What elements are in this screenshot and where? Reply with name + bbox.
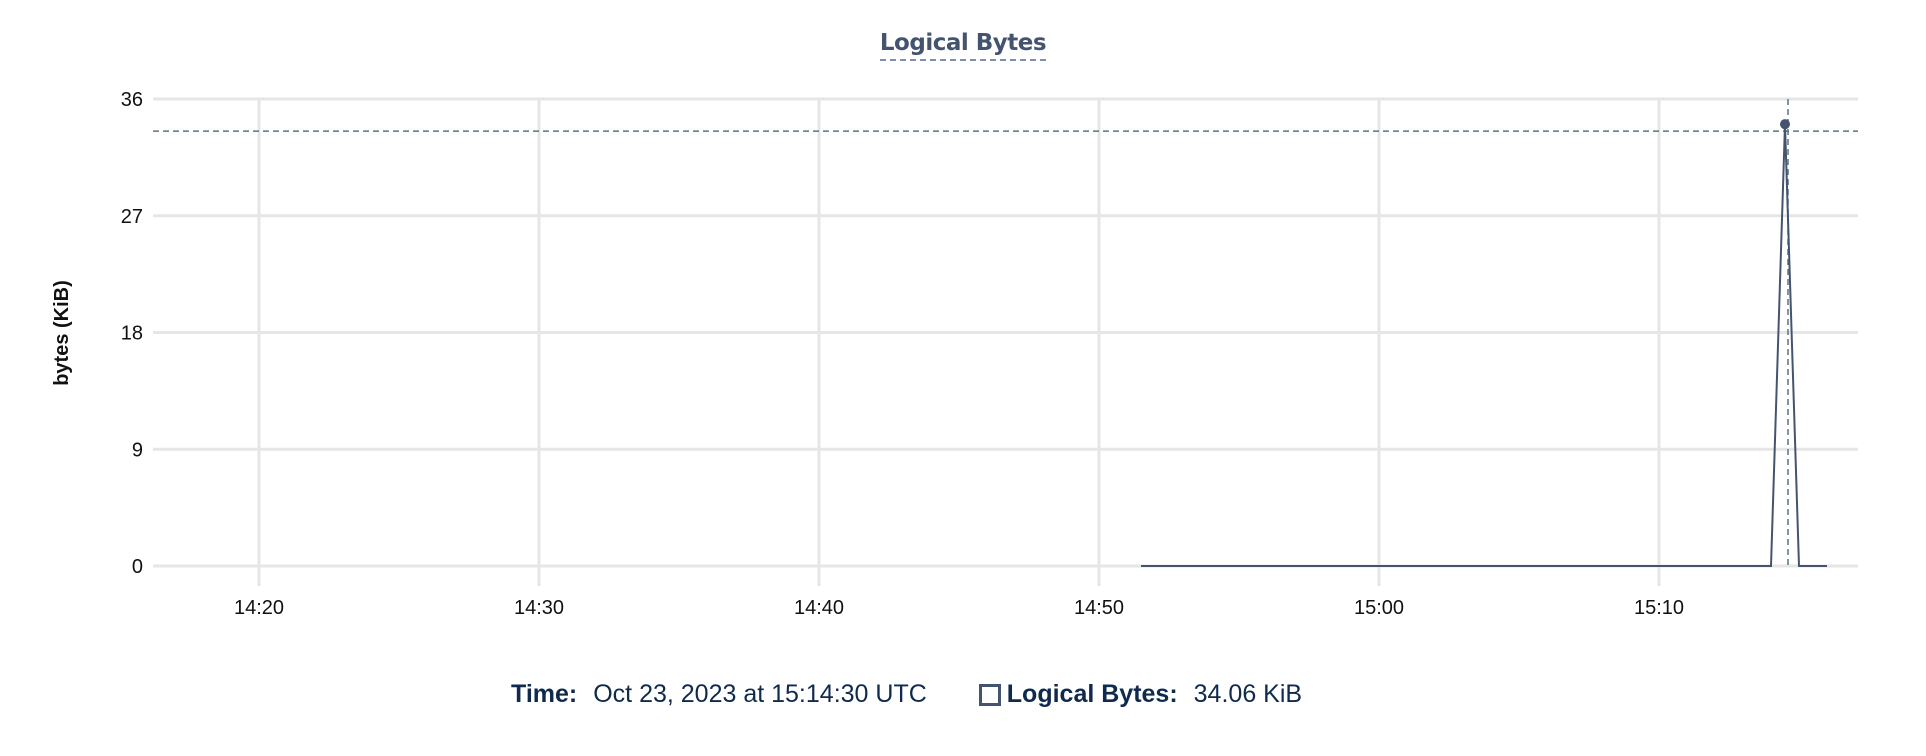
- x-axis: 14:20 14:30 14:40 14:50 15:00 15:10: [234, 597, 1684, 619]
- x-tick-label: 14:20: [234, 597, 284, 619]
- legend-time-value: Oct 23, 2023 at 15:14:30 UTC: [593, 680, 927, 708]
- x-tick-label: 15:00: [1354, 597, 1404, 619]
- series-color-swatch-icon: [978, 683, 1001, 706]
- x-tick-label: 14:50: [1074, 597, 1124, 619]
- legend-time-label: Time:: [511, 680, 578, 708]
- x-tick-label: 14:40: [794, 597, 844, 619]
- y-axis-label: bytes (KiB): [51, 280, 73, 386]
- y-tick-label: 0: [132, 556, 143, 578]
- chart-title: Logical Bytes: [0, 30, 1926, 61]
- y-axis: 0 9 18 27 36: [121, 89, 143, 578]
- series: [153, 99, 1858, 567]
- legend: Time: Oct 23, 2023 at 15:14:30 UTC Logic…: [511, 680, 1302, 709]
- chart-title-text[interactable]: Logical Bytes: [879, 30, 1047, 61]
- legend-series-value: 34.06 KiB: [1193, 680, 1303, 708]
- x-tick-label: 15:10: [1634, 597, 1684, 619]
- y-tick-label: 27: [121, 206, 143, 228]
- grid: [153, 97, 1858, 586]
- data-point-highlighted: [1780, 119, 1790, 130]
- x-tick-label: 14:30: [514, 597, 564, 619]
- y-tick-label: 18: [121, 323, 143, 345]
- legend-series-label: Logical Bytes:: [1006, 680, 1178, 708]
- series-line: [1141, 124, 1827, 567]
- y-tick-label: 36: [121, 89, 143, 111]
- y-tick-label: 9: [132, 439, 143, 461]
